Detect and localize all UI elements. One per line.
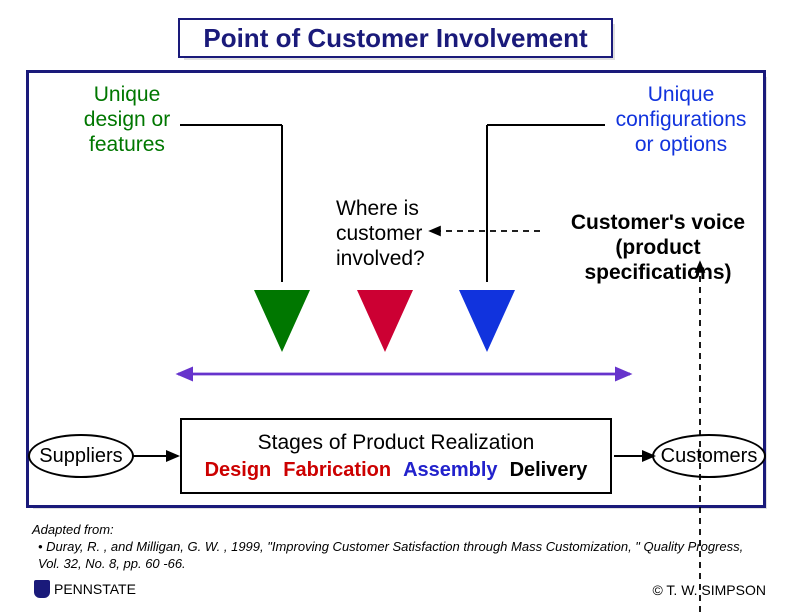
oval-suppliers: Suppliers <box>28 434 134 478</box>
citation: Adapted from: • Duray, R. , and Milligan… <box>32 522 752 573</box>
stage-item: Assembly <box>403 459 498 482</box>
label-customer-voice: Customer's voice (product specifications… <box>548 210 768 286</box>
oval-customers: Customers <box>652 434 766 478</box>
footer-right: © T. W. SIMPSON <box>652 582 766 598</box>
stage-item: Design <box>205 459 272 482</box>
stages-row: Design Fabrication Assembly Delivery <box>205 459 588 482</box>
label-where-involved: Where is customer involved? <box>336 196 456 272</box>
label-unique-config: Unique configurations or options <box>596 82 766 158</box>
citation-line: • Duray, R. , and Milligan, G. W. , 1999… <box>38 539 752 573</box>
suppliers-text: Suppliers <box>39 445 122 468</box>
title-box: Point of Customer Involvement <box>178 18 613 58</box>
stages-title: Stages of Product Realization <box>258 431 535 455</box>
shield-icon <box>34 580 50 598</box>
citation-header: Adapted from: <box>32 522 752 539</box>
customers-text: Customers <box>661 445 758 468</box>
label-unique-design: Unique design or features <box>62 82 192 158</box>
title-text: Point of Customer Involvement <box>203 23 587 54</box>
stage-item: Delivery <box>510 459 588 482</box>
stages-box: Stages of Product Realization Design Fabr… <box>180 418 612 494</box>
pennstate-text: PENNSTATE <box>54 581 136 597</box>
stage-item: Fabrication <box>283 459 391 482</box>
footer-left: PENNSTATE <box>34 580 136 598</box>
